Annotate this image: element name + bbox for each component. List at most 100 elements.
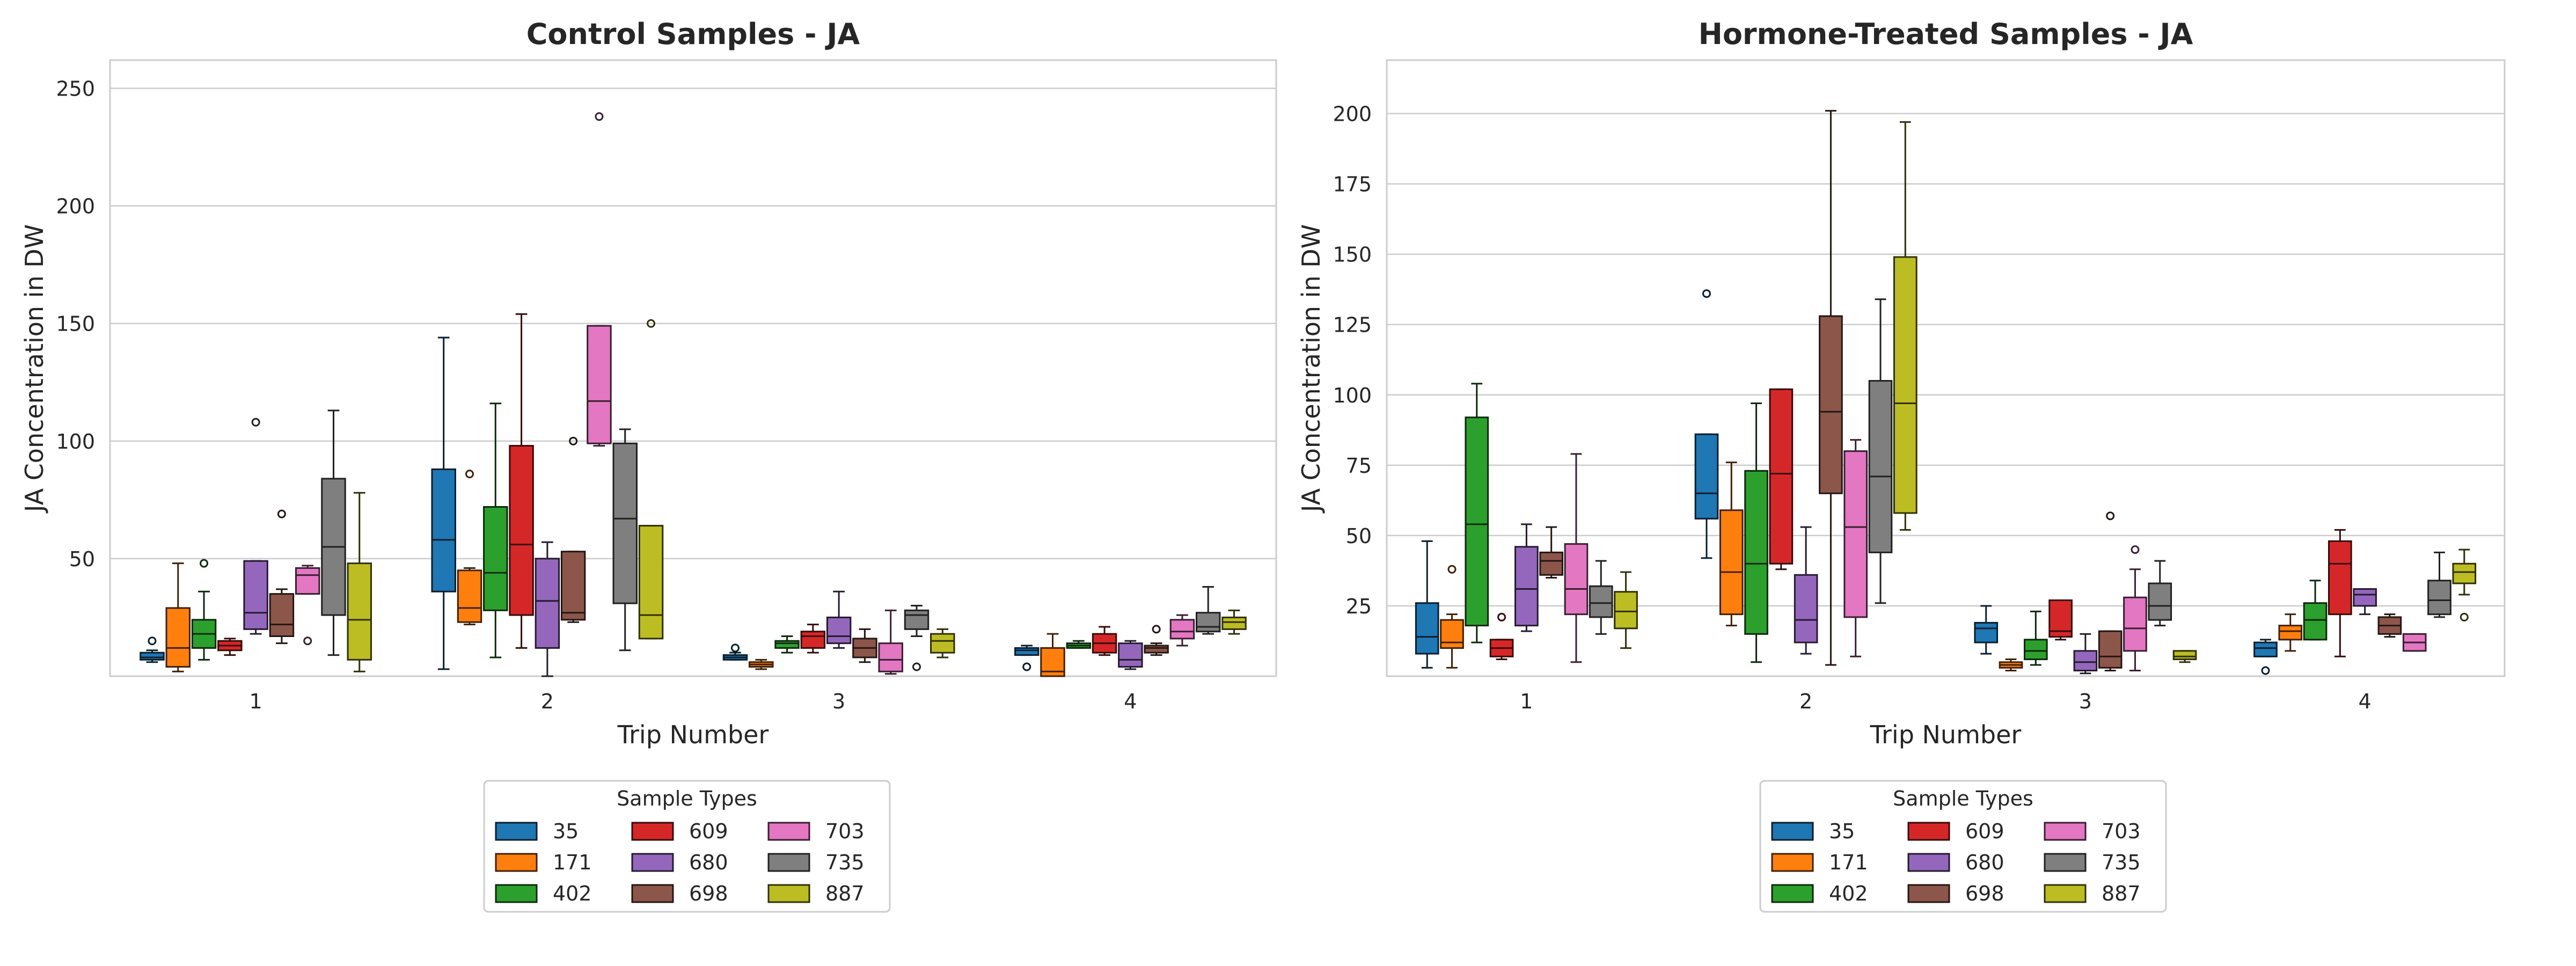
box-680-trip-3	[2073, 633, 2098, 675]
box-171-trip-3	[1999, 658, 2023, 672]
box-703-trip-2	[1843, 439, 1868, 657]
box-609-trip-2	[1769, 388, 1794, 570]
box-680-trip-4	[1118, 640, 1143, 670]
legend-swatch-703	[767, 822, 810, 841]
box-609-trip-4	[2328, 529, 2352, 657]
legend-label-698: 698	[689, 882, 728, 905]
box-735-trip-1	[1589, 560, 1613, 635]
box-iqr	[1744, 470, 1768, 635]
y-tick-label: 50	[69, 547, 95, 571]
box-703-trip-1	[1564, 453, 1589, 663]
box-iqr	[2303, 602, 2328, 641]
box-402-trip-1	[1465, 383, 1489, 643]
legend-label-171: 171	[1829, 851, 1868, 874]
box-609-trip-3	[2048, 599, 2073, 641]
box-35-trip-2	[431, 336, 456, 670]
outlier-point	[251, 418, 260, 427]
legend-label-171: 171	[553, 851, 592, 874]
legend-swatch-735	[2044, 853, 2087, 872]
box-402-trip-2	[1744, 402, 1768, 663]
plot-frame	[1386, 59, 2506, 677]
box-iqr	[1564, 543, 1589, 616]
legend-label-609: 609	[689, 819, 728, 843]
box-iqr	[1169, 619, 1195, 640]
y-tick-label: 125	[1333, 313, 1372, 337]
box-35-trip-3	[722, 643, 748, 661]
box-iqr	[535, 558, 560, 649]
box-680-trip-1	[1514, 523, 1539, 632]
box-iqr	[1843, 450, 1868, 618]
box-402-trip-4	[2303, 580, 2328, 641]
outlier-point	[2261, 666, 2270, 675]
box-703-trip-2	[587, 112, 612, 447]
legend-title: Sample Types	[1893, 787, 2033, 810]
box-698-trip-2	[560, 436, 586, 623]
box-iqr	[2452, 562, 2477, 584]
box-35-trip-1	[140, 636, 165, 663]
legend-swatch-680	[631, 853, 674, 872]
box-698-trip-3	[2098, 511, 2123, 672]
chart-2: 25 50 75 100 125 150 175 200 1 2 3 4 Hormone-Treated…	[1297, 17, 2506, 913]
box-iqr	[878, 642, 903, 672]
box-735-trip-4	[2427, 551, 2451, 618]
outlier-point	[912, 662, 921, 671]
x-tick-label: 4	[2359, 690, 2372, 713]
box-887-trip-4	[2452, 548, 2477, 621]
box-iqr	[509, 445, 534, 616]
legend-label-35: 35	[1829, 819, 1855, 843]
box-680-trip-1	[243, 418, 268, 635]
legend-label-698: 698	[1965, 882, 2004, 905]
box-iqr	[2148, 582, 2172, 621]
box-iqr	[165, 607, 191, 668]
box-iqr	[140, 652, 165, 661]
box-iqr	[612, 442, 638, 604]
box-35-trip-4	[1014, 645, 1040, 671]
box-iqr	[1893, 256, 1918, 514]
box-iqr	[1539, 551, 1563, 576]
legend-swatch-680	[1907, 853, 1950, 872]
box-698-trip-1	[269, 509, 295, 645]
outlier-point	[1152, 625, 1161, 634]
box-402-trip-2	[483, 402, 508, 658]
box-iqr	[431, 468, 456, 592]
box-35-trip-4	[2253, 639, 2278, 675]
y-tick-label: 200	[56, 195, 95, 218]
box-698-trip-2	[1819, 109, 1843, 666]
box-402-trip-4	[1066, 640, 1092, 649]
x-tick-label: 1	[250, 690, 262, 713]
box-iqr	[243, 560, 268, 630]
box-iqr	[457, 569, 482, 623]
x-tick-label: 2	[541, 690, 554, 713]
y-tick-label: 250	[56, 77, 95, 101]
box-703-trip-4	[1169, 614, 1195, 647]
y-tick-label: 100	[56, 430, 95, 453]
box-iqr	[1589, 585, 1613, 618]
legend-label-735: 735	[825, 851, 865, 874]
legend: Sample Types 35 171 402 609 680 698 703 735 887	[1759, 780, 2167, 913]
legend-label-703: 703	[2102, 819, 2141, 843]
x-tick-label: 3	[2079, 690, 2092, 713]
outlier-point	[647, 319, 656, 328]
box-171-trip-1	[1440, 565, 1464, 669]
legend-label-402: 402	[1829, 882, 1868, 905]
box-698-trip-4	[2377, 613, 2402, 638]
box-698-trip-1	[1539, 526, 1563, 579]
legend-swatch-887	[2044, 884, 2087, 903]
outlier-point	[730, 643, 740, 653]
box-iqr	[1868, 380, 1893, 553]
box-402-trip-3	[2023, 610, 2048, 666]
box-402-trip-3	[774, 635, 800, 654]
y-axis-label: JA Concentration in DW	[1297, 224, 1326, 514]
box-609-trip-2	[509, 313, 534, 649]
legend-label-680: 680	[1965, 851, 2004, 874]
box-iqr	[1014, 647, 1040, 656]
box-735-trip-2	[1868, 298, 1893, 604]
box-iqr	[2353, 588, 2377, 607]
legend-swatch-698	[631, 884, 674, 903]
box-iqr	[1794, 574, 1818, 643]
outlier-point	[1497, 612, 1506, 621]
box-iqr	[774, 640, 800, 649]
box-iqr	[2172, 650, 2197, 661]
box-171-trip-1	[165, 562, 191, 672]
